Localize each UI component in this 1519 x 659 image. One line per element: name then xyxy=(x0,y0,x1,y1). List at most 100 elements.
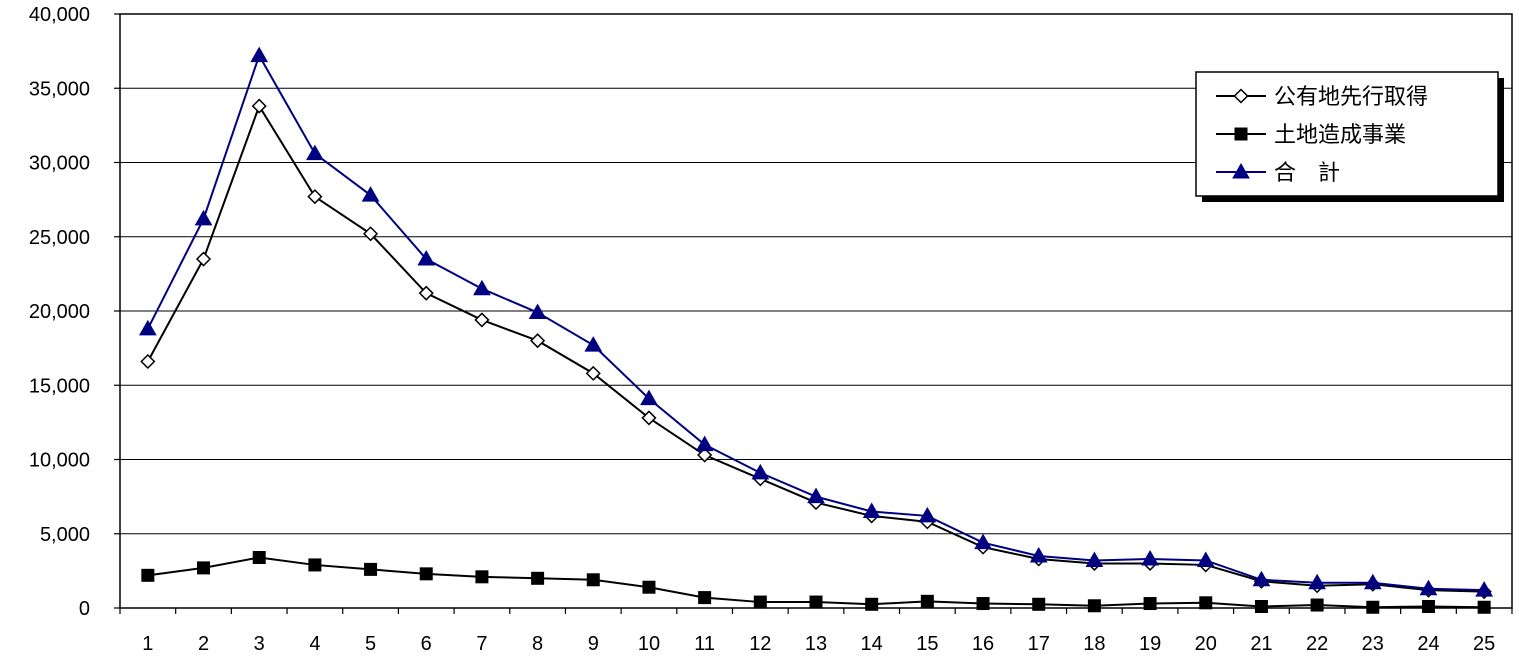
data-point xyxy=(417,250,436,266)
y-tick-label: 15,000 xyxy=(29,375,90,397)
x-tick-label: 12 xyxy=(749,633,771,655)
y-tick-label: 0 xyxy=(79,598,90,620)
x-axis-ticks: 1 2 3 4 5 6 7 8 9 10 11 12 13 14 15 16 17 18 19 20 21 22 23 24 2… xyxy=(119,608,1513,655)
data-point xyxy=(698,591,712,605)
data-point xyxy=(920,594,934,608)
legend-label: 公有地先行取得 xyxy=(1274,85,1428,110)
x-tick-label: 21 xyxy=(1250,633,1272,655)
x-tick-label: 17 xyxy=(1028,633,1050,655)
x-tick-label: 16 xyxy=(972,633,994,655)
data-point xyxy=(584,336,603,352)
x-tick-label: 2 xyxy=(198,633,209,655)
legend-label: 土地造成事業 xyxy=(1274,123,1406,148)
data-point xyxy=(306,144,324,161)
data-point xyxy=(1087,599,1101,613)
data-point xyxy=(528,303,547,319)
x-tick-label: 13 xyxy=(805,633,827,655)
data-point xyxy=(1366,600,1380,614)
data-point xyxy=(364,562,378,576)
data-point xyxy=(1029,547,1048,563)
data-point xyxy=(641,410,657,426)
data-point xyxy=(918,506,937,523)
legend-entry: 合 計 xyxy=(1216,161,1340,186)
data-point xyxy=(1141,549,1159,566)
data-point xyxy=(1252,570,1271,587)
legend-label: 合 計 xyxy=(1274,161,1340,186)
data-point xyxy=(531,571,545,585)
data-point xyxy=(1419,579,1438,596)
data-point xyxy=(753,595,767,609)
legend-marker xyxy=(1233,88,1249,104)
legend-marker xyxy=(1234,127,1248,141)
x-tick-label: 5 xyxy=(365,633,376,655)
y-tick-label: 30,000 xyxy=(29,153,90,175)
data-point xyxy=(1196,551,1215,567)
data-point xyxy=(585,365,601,381)
data-point xyxy=(1032,597,1046,611)
y-tick-label: 40,000 xyxy=(29,4,90,26)
data-point xyxy=(751,463,770,480)
data-point xyxy=(1475,581,1494,597)
x-tick-label: 18 xyxy=(1083,633,1105,655)
data-point xyxy=(1085,551,1104,567)
data-point xyxy=(640,389,658,406)
x-tick-label: 6 xyxy=(421,633,432,655)
x-tick-label: 4 xyxy=(309,633,320,655)
data-point xyxy=(474,312,490,328)
data-point xyxy=(530,333,546,349)
series-2 xyxy=(141,551,1491,614)
data-point xyxy=(809,595,823,609)
data-point xyxy=(250,46,269,63)
x-tick-label: 10 xyxy=(638,633,660,655)
data-point xyxy=(976,597,990,611)
data-point xyxy=(1254,600,1268,614)
x-tick-label: 11 xyxy=(694,633,715,655)
data-point xyxy=(141,568,155,582)
data-point xyxy=(1199,596,1213,610)
data-point xyxy=(586,573,600,587)
x-tick-label: 24 xyxy=(1417,633,1439,655)
x-tick-label: 23 xyxy=(1362,633,1384,655)
x-tick-label: 1 xyxy=(142,633,153,655)
x-tick-label: 3 xyxy=(254,633,265,655)
x-tick-label: 20 xyxy=(1195,633,1217,655)
data-point xyxy=(1308,573,1326,590)
data-point xyxy=(307,189,323,205)
data-point xyxy=(418,285,434,301)
data-point xyxy=(695,435,714,452)
data-point xyxy=(807,487,825,504)
x-tick-label: 8 xyxy=(532,633,543,655)
x-tick-label: 15 xyxy=(916,633,938,655)
x-tick-label: 25 xyxy=(1473,633,1495,655)
data-point xyxy=(138,319,157,336)
data-point xyxy=(194,209,213,226)
data-point xyxy=(475,570,489,584)
x-tick-label: 9 xyxy=(588,633,599,655)
data-point xyxy=(140,353,156,370)
series-3 xyxy=(138,46,1494,597)
y-tick-label: 10,000 xyxy=(29,450,90,472)
data-point xyxy=(697,447,713,463)
data-point xyxy=(195,251,212,267)
y-tick-label: 20,000 xyxy=(29,301,90,323)
data-point xyxy=(1310,598,1324,612)
data-point xyxy=(1363,573,1382,590)
x-tick-label: 14 xyxy=(861,633,883,655)
data-point xyxy=(473,279,491,296)
data-point xyxy=(252,551,266,565)
data-point xyxy=(361,186,380,202)
data-point xyxy=(642,580,656,594)
data-point xyxy=(865,597,879,611)
gridlines xyxy=(120,87,1512,535)
legend-marker xyxy=(1232,162,1250,179)
data-point xyxy=(1421,600,1435,614)
y-tick-label: 25,000 xyxy=(29,227,90,249)
legend-entry: 土地造成事業 xyxy=(1216,123,1406,148)
data-point xyxy=(1477,600,1491,614)
legend-entry: 公有地先行取得 xyxy=(1216,85,1428,110)
y-tick-label: 5,000 xyxy=(40,524,90,546)
data-point xyxy=(362,226,379,242)
